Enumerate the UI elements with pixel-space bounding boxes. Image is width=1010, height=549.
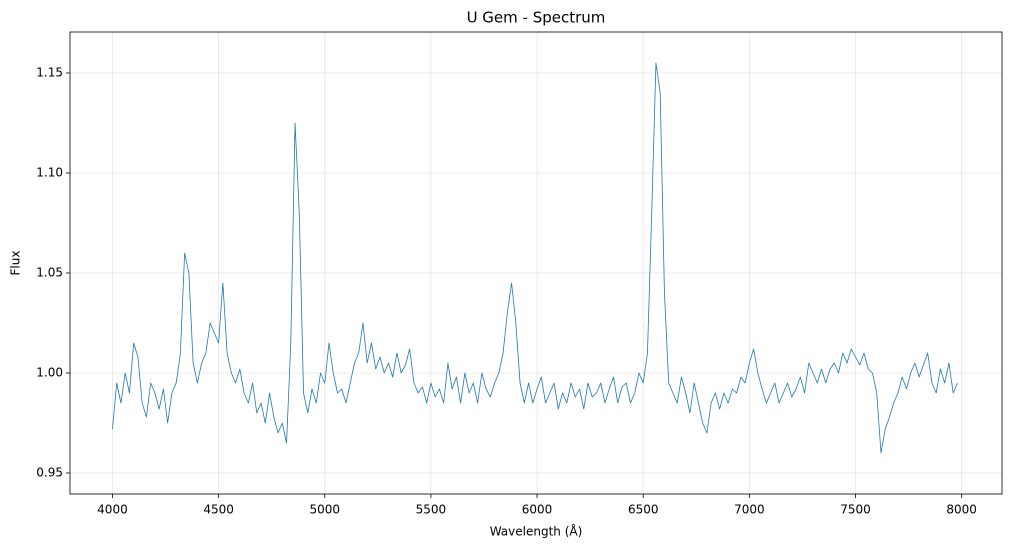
- x-tick-label: 4500: [203, 503, 234, 517]
- y-tick-label: 1.05: [36, 266, 63, 280]
- y-tick-label: 1.15: [36, 66, 63, 80]
- x-tick-label: 7000: [734, 503, 765, 517]
- y-axis-label: Flux: [9, 251, 23, 276]
- chart-title: U Gem - Spectrum: [467, 9, 606, 27]
- x-axis-label: Wavelength (Å): [490, 524, 583, 539]
- x-tick-label: 5500: [416, 503, 447, 517]
- y-tick-label: 1.10: [36, 166, 63, 180]
- spectrum-line: [112, 62, 958, 454]
- x-tick-label: 4000: [97, 503, 128, 517]
- x-tick-label: 6000: [522, 503, 553, 517]
- x-tick-label: 7500: [840, 503, 871, 517]
- y-tick-label: 1.00: [36, 366, 63, 380]
- x-tick-label: 6500: [628, 503, 659, 517]
- plot-frame: [69, 31, 1003, 495]
- y-tick-label: 0.95: [36, 466, 63, 480]
- x-tick-label: 5000: [309, 503, 340, 517]
- x-tick-label: 8000: [946, 503, 977, 517]
